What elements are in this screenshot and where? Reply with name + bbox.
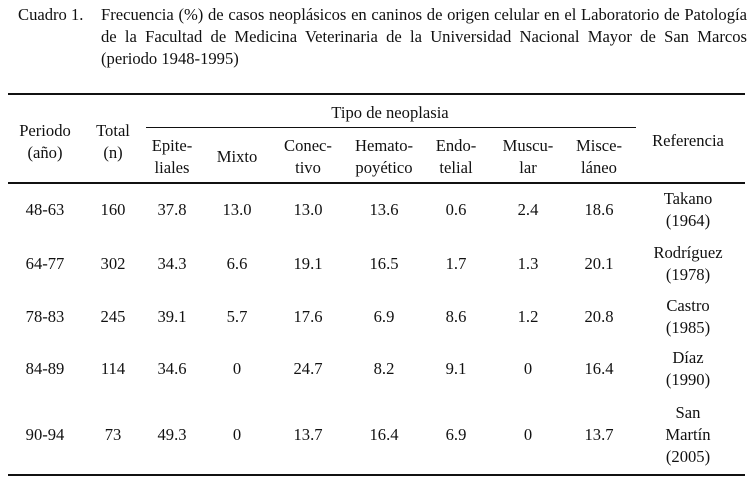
header-col-muscular: Muscu-lar [502, 136, 554, 177]
header-col-miscelaneo: Misce-láneo [575, 136, 623, 177]
cell-periodo-row-4: 84-89 [25, 359, 65, 378]
caption-label: Cuadro 1. [18, 5, 84, 24]
cell-mixto-row-3: 5.7 [226, 307, 248, 326]
cell-conectivo-row-3: 17.6 [293, 307, 323, 326]
cell-miscelaneo-row-2: 20.1 [584, 254, 614, 273]
cell-total-row-1: 160 [100, 200, 126, 219]
group-header-rule [146, 127, 636, 128]
cell-periodo-row-2: 64-77 [25, 254, 65, 273]
cell-muscular-row-4: 0 [523, 359, 533, 378]
cell-mixto-row-1: 13.0 [222, 200, 252, 219]
cell-miscelaneo-row-1: 18.6 [584, 200, 614, 219]
cell-miscelaneo-row-4: 16.4 [584, 359, 614, 378]
cell-endotelial-row-5: 6.9 [445, 425, 467, 444]
top-rule [8, 93, 745, 95]
cell-endotelial-row-4: 9.1 [445, 359, 467, 378]
cell-muscular-row-1: 2.4 [517, 200, 539, 219]
cell-referencia-row-5: San Martín (2005) [665, 403, 711, 466]
header-col-conectivo: Conec-tivo [284, 136, 332, 177]
cell-mixto-row-4: 0 [232, 359, 242, 378]
cell-muscular-row-5: 0 [523, 425, 533, 444]
cell-hematopoyetico-row-2: 16.5 [369, 254, 399, 273]
cell-miscelaneo-row-5: 13.7 [584, 425, 614, 444]
cell-epiteliales-row-2: 34.3 [157, 254, 187, 273]
cell-mixto-row-2: 6.6 [226, 254, 248, 273]
cell-epiteliales-row-5: 49.3 [157, 425, 187, 444]
cell-miscelaneo-row-3: 20.8 [584, 307, 614, 326]
header-col-referencia: Referencia [652, 131, 724, 150]
cell-endotelial-row-2: 1.7 [445, 254, 467, 273]
cell-hematopoyetico-row-5: 16.4 [369, 425, 399, 444]
cell-epiteliales-row-4: 34.6 [157, 359, 187, 378]
cell-hematopoyetico-row-4: 8.2 [373, 359, 395, 378]
header-col-mixto: Mixto [216, 147, 258, 166]
cell-referencia-row-3: Castro (1985) [665, 296, 711, 337]
header-col-periodo: Periodo (año) [19, 121, 71, 162]
cell-endotelial-row-1: 0.6 [445, 200, 467, 219]
cell-total-row-2: 302 [100, 254, 126, 273]
header-col-epiteliales: Epite-liales [151, 136, 193, 177]
cell-referencia-row-2: Rodríguez (1978) [653, 243, 723, 284]
cell-periodo-row-3: 78-83 [25, 307, 65, 326]
cell-epiteliales-row-1: 37.8 [157, 200, 187, 219]
cell-muscular-row-2: 1.3 [517, 254, 539, 273]
header-bottom-rule [8, 182, 745, 184]
cell-muscular-row-3: 1.2 [517, 307, 539, 326]
group-header-tipo-de-neoplasia: Tipo de neoplasia [331, 103, 449, 122]
cell-periodo-row-5: 90-94 [25, 425, 65, 444]
cell-total-row-4: 114 [100, 359, 126, 378]
cell-mixto-row-5: 0 [232, 425, 242, 444]
bottom-rule [8, 474, 745, 476]
header-col-hematopoyetico: Hemato-poyético [354, 136, 414, 177]
cell-conectivo-row-2: 19.1 [293, 254, 323, 273]
cell-referencia-row-4: Díaz (1990) [665, 348, 711, 389]
cell-hematopoyetico-row-1: 13.6 [369, 200, 399, 219]
cell-conectivo-row-5: 13.7 [293, 425, 323, 444]
cell-conectivo-row-4: 24.7 [293, 359, 323, 378]
cell-epiteliales-row-3: 39.1 [157, 307, 187, 326]
cell-total-row-3: 245 [100, 307, 126, 326]
caption-text: Frecuencia (%) de casos neoplásicos en c… [101, 5, 747, 68]
header-col-endotelial: Endo-telial [435, 136, 477, 177]
header-col-total: Total (n) [96, 121, 130, 162]
cell-endotelial-row-3: 8.6 [445, 307, 467, 326]
cell-total-row-5: 73 [104, 425, 122, 444]
cell-hematopoyetico-row-3: 6.9 [373, 307, 395, 326]
cell-referencia-row-1: Takano (1964) [663, 189, 713, 230]
cell-periodo-row-1: 48-63 [25, 200, 65, 219]
cell-conectivo-row-1: 13.0 [293, 200, 323, 219]
